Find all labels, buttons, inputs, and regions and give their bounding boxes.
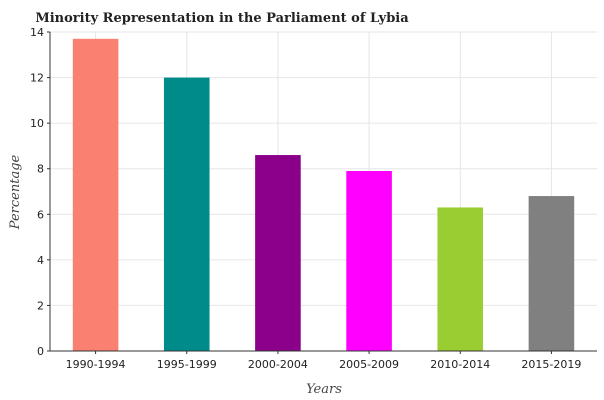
y-axis-label: Percentage (8, 154, 23, 230)
bar-2010-2014 (437, 207, 484, 351)
x-tick-label: 1995-1999 (157, 358, 217, 371)
y-tick-label: 4 (37, 254, 44, 267)
bar-2000-2004 (255, 155, 301, 351)
y-tick-label: 14 (30, 26, 44, 39)
axes (47, 31, 597, 354)
bar-2015-2019 (528, 196, 575, 351)
y-tick-label: 8 (37, 163, 44, 176)
gridlines (50, 31, 597, 352)
y-tick-label: 2 (37, 299, 44, 312)
bar-1995-1999 (163, 77, 210, 352)
bar-1990-1994 (72, 38, 119, 351)
y-tick-label: 10 (30, 117, 44, 130)
x-tick-label: 1990-1994 (66, 358, 126, 371)
y-tick-label: 0 (37, 345, 44, 358)
y-tick-label: 6 (37, 208, 44, 221)
x-tick-label: 2015-2019 (521, 358, 581, 371)
x-tick-label: 2005-2009 (339, 358, 399, 371)
x-tick-label: 2010-2014 (430, 358, 490, 371)
y-tick-label: 12 (30, 72, 44, 85)
bars (72, 38, 575, 352)
chart-title: Minority Representation in the Parliamen… (35, 11, 409, 26)
bar-2005-2009 (346, 170, 392, 351)
x-tick-label: 2000-2004 (248, 358, 308, 371)
x-tick-labels: 1990-1994 1995-1999 2000-2004 2005-2009 2010… (66, 358, 582, 371)
y-tick-labels: 0 2 4 6 8 10 12 14 (30, 26, 44, 358)
x-axis-label: Years (306, 382, 342, 397)
